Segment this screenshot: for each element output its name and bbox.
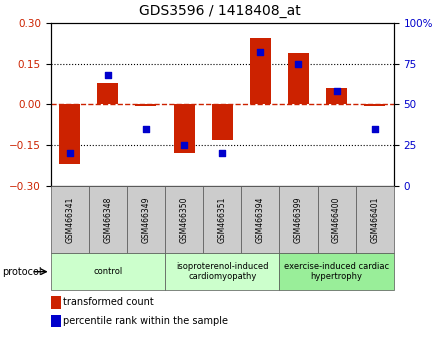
- Bar: [165, 253, 279, 290]
- Point: [333, 88, 340, 94]
- Point: [219, 150, 226, 156]
- Bar: [51, 253, 165, 290]
- Bar: [136, 104, 157, 106]
- Text: protocol: protocol: [2, 267, 42, 277]
- Bar: [241, 186, 279, 253]
- Bar: [288, 53, 309, 104]
- Text: GSM466348: GSM466348: [103, 196, 112, 243]
- Point: [295, 61, 302, 67]
- Point: [104, 72, 111, 78]
- Point: [143, 126, 150, 132]
- Text: transformed count: transformed count: [63, 297, 154, 308]
- Point: [371, 126, 378, 132]
- Text: percentile rank within the sample: percentile rank within the sample: [63, 316, 228, 326]
- Text: isoproterenol-induced
cardiomyopathy: isoproterenol-induced cardiomyopathy: [176, 262, 268, 281]
- Text: GSM466399: GSM466399: [294, 196, 303, 243]
- Text: GSM466394: GSM466394: [256, 196, 265, 243]
- Bar: [51, 315, 61, 327]
- Bar: [165, 186, 203, 253]
- Bar: [279, 186, 318, 253]
- Text: GSM466341: GSM466341: [65, 196, 74, 243]
- Bar: [364, 104, 385, 106]
- Bar: [212, 104, 233, 140]
- Text: GSM466351: GSM466351: [218, 196, 227, 243]
- Bar: [279, 253, 394, 290]
- Bar: [89, 186, 127, 253]
- Text: GSM466350: GSM466350: [180, 196, 189, 243]
- Point: [66, 150, 73, 156]
- Text: GSM466400: GSM466400: [332, 196, 341, 243]
- Bar: [356, 186, 394, 253]
- Bar: [174, 104, 194, 153]
- Point: [180, 142, 187, 148]
- Point: [257, 50, 264, 55]
- Bar: [203, 186, 241, 253]
- Bar: [51, 296, 61, 309]
- Bar: [326, 88, 347, 104]
- Text: control: control: [93, 267, 122, 276]
- Bar: [97, 83, 118, 104]
- Bar: [51, 186, 89, 253]
- Text: GSM466401: GSM466401: [370, 196, 379, 243]
- Bar: [318, 186, 356, 253]
- Text: GDS3596 / 1418408_at: GDS3596 / 1418408_at: [139, 4, 301, 18]
- Text: exercise-induced cardiac
hypertrophy: exercise-induced cardiac hypertrophy: [284, 262, 389, 281]
- Bar: [59, 104, 80, 164]
- Bar: [127, 186, 165, 253]
- Text: GSM466349: GSM466349: [141, 196, 150, 243]
- Bar: [250, 38, 271, 104]
